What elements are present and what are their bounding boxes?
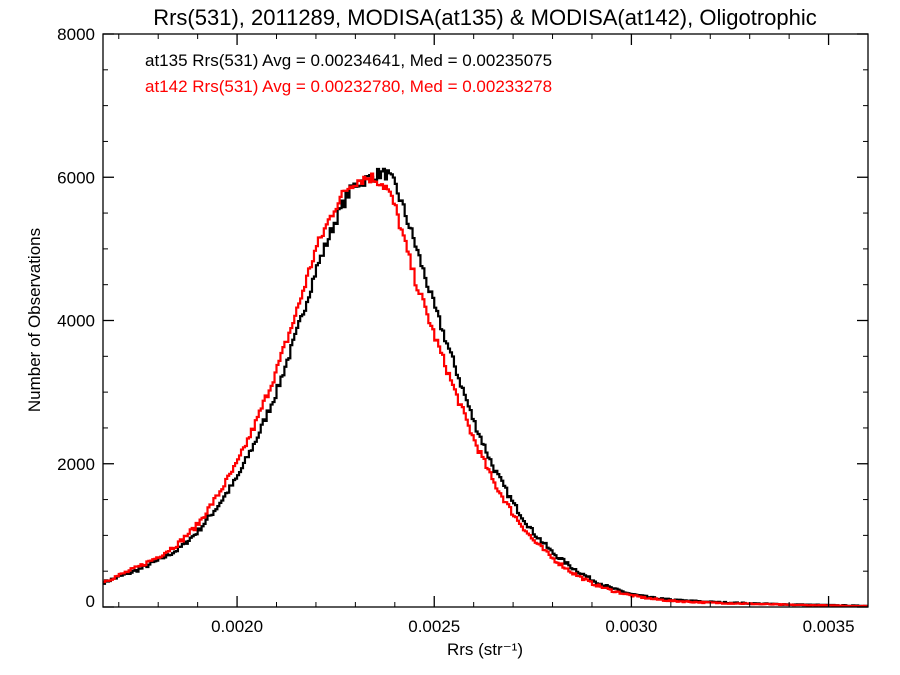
y-axis-label: Number of Observations [25,228,44,412]
series-line-at135 [103,167,868,607]
series-line-at142 [103,172,868,607]
y-tick-label: 8000 [57,25,95,44]
y-tick-label: 0 [86,592,95,611]
y-tick-label: 6000 [57,168,95,187]
x-tick-label: 0.0030 [605,617,657,636]
x-tick-label: 0.0020 [211,617,263,636]
x-tick-label: 0.0025 [408,617,460,636]
plot-area [103,167,868,607]
annotation-at142: at142 Rrs(531) Avg = 0.00232780, Med = 0… [145,77,552,96]
chart-title: Rrs(531), 2011289, MODISA(at135) & MODIS… [153,5,817,30]
annotation-at135: at135 Rrs(531) Avg = 0.00234641, Med = 0… [145,51,552,70]
y-tick-label: 4000 [57,312,95,331]
x-tick-label: 0.0035 [803,617,855,636]
y-tick-label: 2000 [57,455,95,474]
plot-frame [102,33,869,608]
axes: 0 2000 4000 6000 8000 0.0020 0.0025 0.0030 0.003… [57,25,869,636]
x-axis-label: Rrs (str⁻¹) [447,640,523,659]
